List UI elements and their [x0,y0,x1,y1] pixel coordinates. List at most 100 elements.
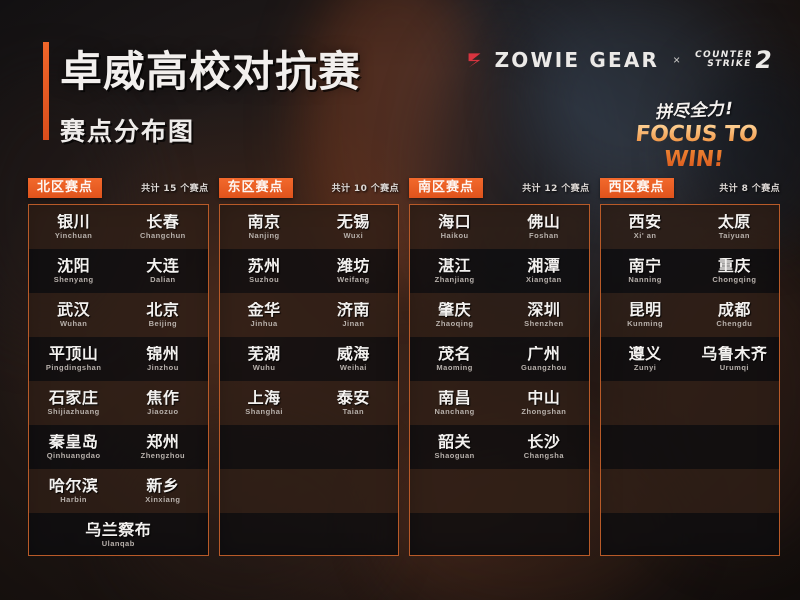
venue-cell[interactable]: 太原 Taiyuan [690,214,779,241]
venue-row-empty [219,469,398,513]
venue-cell[interactable]: 沈阳 Shenyang [29,258,118,285]
venue-row: 肇庆 Zhaoqing 深圳 Shenzhen [410,293,589,337]
venue-cell[interactable]: 南京 Nanjing [220,214,309,241]
venue-city-pinyin: Zhengzhou [140,451,186,461]
venue-cell[interactable]: 重庆 Chongqing [690,258,779,285]
venue-city-cn: 乌兰察布 [85,521,152,539]
venue-cell[interactable]: 成都 Chengdu [690,302,779,329]
venue-cell[interactable]: 昆明 Kunming [601,302,690,329]
venue-cell[interactable]: 长春 Changchun [118,214,207,241]
venue-city-pinyin: Shijiazhuang [47,407,100,417]
venue-city-pinyin: Kunming [627,319,664,329]
venue-cell[interactable]: 西安 Xi' an [601,214,690,241]
poster-header: 卓威高校对抗赛 赛点分布图 ZOWIE GEAR × COUNTER STRIK… [0,0,800,172]
region-name-badge[interactable]: 西区赛点 [599,177,674,198]
venue-cell[interactable]: 武汉 Wuhan [29,302,118,329]
venue-city-pinyin: Jinhua [250,319,278,329]
venue-row: 苏州 Suzhou 潍坊 Weifang [219,249,398,293]
region-name-badge[interactable]: 北区赛点 [28,177,103,198]
region-header: 南区赛点 共计 12 个赛点 [409,176,590,199]
venue-cell[interactable]: 北京 Beijing [118,302,207,329]
venue-city-cn: 大连 [146,257,180,275]
venue-cell[interactable]: 乌兰察布 Ulanqab [29,522,208,549]
venue-cell[interactable]: 南昌 Nanchang [410,390,499,417]
venue-cell[interactable]: 泰安 Taian [309,390,398,417]
venue-row: 湛江 Zhanjiang 湘潭 Xiangtan [410,249,589,293]
venue-city-pinyin: Changchun [140,231,186,241]
venue-cell[interactable]: 上海 Shanghai [220,390,309,417]
venue-row: 上海 Shanghai 泰安 Taian [219,381,398,425]
venue-row-empty [600,469,779,513]
slogan-english: FOCUS TO WIN! [617,122,772,172]
venue-city-pinyin: Shanghai [245,407,283,417]
venue-city-cn: 潍坊 [336,257,370,275]
region-name-badge[interactable]: 南区赛点 [409,177,484,198]
venue-city-cn: 威海 [336,345,370,363]
venue-cell[interactable]: 湘潭 Xiangtan [499,258,588,285]
venue-city-pinyin: Maoming [436,363,473,373]
venue-city-cn: 锦州 [146,345,180,363]
venue-cell[interactable]: 郑州 Zhengzhou [118,434,207,461]
venue-cell[interactable]: 银川 Yinchuan [29,214,118,241]
title-accent-bar [43,42,49,140]
venue-cell[interactable]: 哈尔滨 Harbin [29,478,118,505]
venue-city-cn: 新乡 [146,477,180,495]
venue-city-pinyin: Weifang [337,275,370,285]
venue-city-pinyin: Wuxi [343,231,364,241]
venue-cell[interactable]: 济南 Jinan [309,302,398,329]
venue-city-pinyin: Shaoguan [434,451,475,461]
region-card: 西安 Xi' an 太原 Taiyuan 南宁 Nanning 重庆 Chongqing 昆明 K… [599,204,780,556]
page-subtitle: 赛点分布图 [60,117,196,146]
venue-cell[interactable]: 焦作 Jiaozuo [118,390,207,417]
venue-cell[interactable]: 韶关 Shaoguan [410,434,499,461]
venue-cell[interactable]: 新乡 Xinxiang [118,478,207,505]
venue-city-pinyin: Foshan [529,231,559,241]
venue-city-pinyin: Chengdu [716,319,753,329]
venue-cell[interactable]: 芜湖 Wuhu [220,346,309,373]
venue-cell[interactable]: 锦州 Jinzhou [118,346,207,373]
venue-cell[interactable]: 佛山 Foshan [499,214,588,241]
venue-city-cn: 肇庆 [438,301,472,319]
venue-city-cn: 济南 [336,301,370,319]
venue-cell[interactable]: 无锡 Wuxi [309,214,398,241]
venue-city-pinyin: Chongqing [712,275,757,285]
venue-cell[interactable]: 威海 Weihai [309,346,398,373]
venue-cell[interactable]: 深圳 Shenzhen [499,302,588,329]
venue-row: 银川 Yinchuan 长春 Changchun [29,205,208,249]
venue-city-cn: 石家庄 [48,389,99,407]
venue-city-cn: 北京 [146,301,180,319]
region-card: 银川 Yinchuan 长春 Changchun 沈阳 Shenyang 大连 Dalian 武… [28,204,209,556]
region-name-badge[interactable]: 东区赛点 [218,177,293,198]
venue-cell[interactable]: 潍坊 Weifang [309,258,398,285]
venue-cell[interactable]: 茂名 Maoming [410,346,499,373]
venue-cell[interactable]: 肇庆 Zhaoqing [410,302,499,329]
venue-city-cn: 西安 [628,213,662,231]
venue-city-pinyin: Jinan [342,319,365,329]
venue-city-cn: 海口 [438,213,472,231]
venue-row: 武汉 Wuhan 北京 Beijing [29,293,208,337]
page-title: 卓威高校对抗赛 [60,47,362,96]
venue-city-pinyin: Jinzhou [146,363,179,373]
venue-cell[interactable]: 金华 Jinhua [220,302,309,329]
venue-cell[interactable]: 石家庄 Shijiazhuang [29,390,118,417]
venue-cell[interactable]: 乌鲁木齐 Urumqi [690,346,779,373]
venue-cell[interactable]: 中山 Zhongshan [499,390,588,417]
venue-city-cn: 重庆 [717,257,751,275]
venue-row-empty [600,381,779,425]
venue-cell[interactable]: 海口 Haikou [410,214,499,241]
venue-city-pinyin: Xinxiang [145,495,181,505]
venue-cell[interactable]: 大连 Dalian [118,258,207,285]
venue-cell[interactable]: 遵义 Zunyi [601,346,690,373]
venue-cell[interactable]: 平顶山 Pingdingshan [29,346,118,373]
venue-cell[interactable]: 湛江 Zhanjiang [410,258,499,285]
venue-city-cn: 中山 [527,389,561,407]
venue-city-cn: 广州 [527,345,561,363]
venue-cell[interactable]: 长沙 Changsha [499,434,588,461]
region-header: 东区赛点 共计 10 个赛点 [218,176,400,199]
venue-cell[interactable]: 广州 Guangzhou [499,346,588,373]
venue-cell[interactable]: 秦皇岛 Qinhuangdao [29,434,118,461]
venue-cell[interactable]: 苏州 Suzhou [220,258,309,285]
venue-cell[interactable]: 南宁 Nanning [601,258,690,285]
region-card: 海口 Haikou 佛山 Foshan 湛江 Zhanjiang 湘潭 Xiangtan 肇庆 Z… [409,204,590,556]
venue-row: 南昌 Nanchang 中山 Zhongshan [410,381,589,425]
